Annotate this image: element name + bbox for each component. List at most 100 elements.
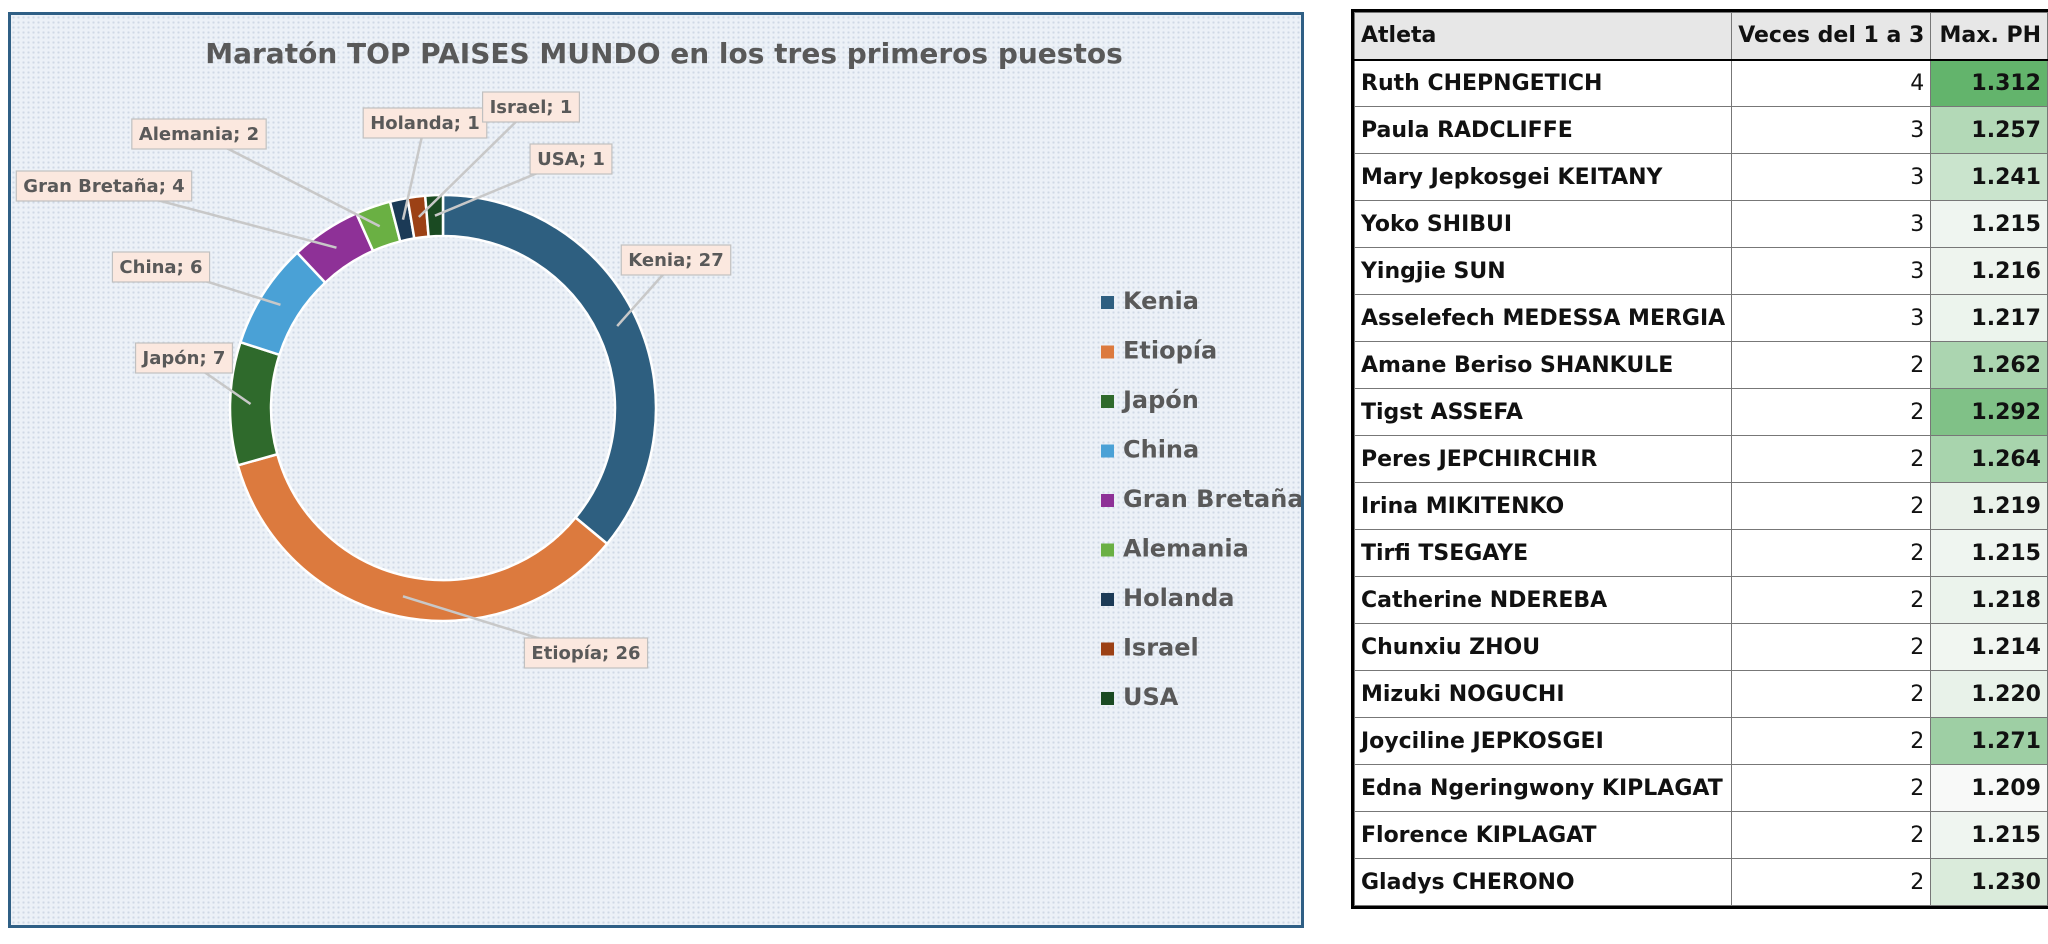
times-cell: 2 xyxy=(1731,341,1932,389)
header-times: Veces del 1 a 3 xyxy=(1731,12,1932,61)
times-cell: 2 xyxy=(1731,482,1932,530)
times-cell: 2 xyxy=(1731,623,1932,671)
legend-swatch-usa xyxy=(1101,692,1114,705)
data-label-box xyxy=(131,118,267,150)
max-ph-cell: 1.209 xyxy=(1930,764,2048,812)
data-label-gran-bretana: Gran Bretaña; 4 xyxy=(23,176,184,197)
times-cell: 2 xyxy=(1731,529,1932,577)
legend-label-israel: Israel xyxy=(1123,634,1199,662)
legend-label-etiopia: Etiopía xyxy=(1123,337,1217,365)
legend-swatch-israel xyxy=(1101,642,1114,656)
max-ph-cell: 1.215 xyxy=(1930,529,2048,577)
leader-line xyxy=(401,122,427,220)
times-cell: 3 xyxy=(1731,294,1932,342)
data-label-box xyxy=(523,637,649,669)
legend-swatch-china xyxy=(1101,444,1114,458)
athlete-cell: Irina MIKITENKO xyxy=(1353,482,1733,530)
legend-label-usa: USA xyxy=(1123,683,1179,711)
data-label-box xyxy=(481,91,581,123)
donut-chart: Maratón TOP PAISES MUNDO en los tres pri… xyxy=(15,37,1301,711)
legend-swatch-alemania xyxy=(1101,543,1114,557)
max-ph-cell: 1.219 xyxy=(1930,482,2048,530)
athlete-cell: Tirfi TSEGAYE xyxy=(1353,529,1733,577)
table-header-row: Atleta Veces del 1 a 3 Max. PH xyxy=(1353,12,2048,61)
athlete-cell: Ruth CHEPNGETICH xyxy=(1353,59,1733,107)
leader-line xyxy=(417,106,532,218)
max-ph-cell: 1.241 xyxy=(1930,153,2048,201)
data-label-china: China; 6 xyxy=(119,257,202,278)
data-label-box xyxy=(134,342,234,374)
times-cell: 2 xyxy=(1731,670,1932,718)
data-label-japon: Japón; 7 xyxy=(141,348,226,369)
athletes-table: Atleta Veces del 1 a 3 Max. PH Ruth CHEP… xyxy=(1351,9,2048,909)
chart-legend: Kenia Etiopía Japón China Gran Bretaña Aleman… xyxy=(1101,287,1301,711)
table-row: Joyciline JEPKOSGEI 2 1.271 xyxy=(1353,717,2048,765)
legend-swatch-etiopia xyxy=(1101,345,1114,359)
athlete-cell: Asselefech MEDESSA MERGIA xyxy=(1353,294,1733,342)
athlete-cell: Florence KIPLAGAT xyxy=(1353,811,1733,859)
slice-etiopia xyxy=(236,452,609,623)
max-ph-cell: 1.312 xyxy=(1930,59,2048,107)
table-row: Ruth CHEPNGETICH 4 1.312 xyxy=(1353,59,2048,107)
max-ph-cell: 1.214 xyxy=(1930,623,2048,671)
legend-swatch-kenia xyxy=(1101,296,1114,309)
athlete-cell: Yingjie SUN xyxy=(1353,247,1733,295)
max-ph-cell: 1.215 xyxy=(1930,811,2048,859)
times-cell: 3 xyxy=(1731,106,1932,154)
table-row: Edna Ngeringwony KIPLAGAT 2 1.209 xyxy=(1353,764,2048,812)
table-row: Yoko SHIBUI 3 1.215 xyxy=(1353,200,2048,248)
data-label-box xyxy=(111,251,211,283)
data-label-israel: Israel; 1 xyxy=(490,97,573,118)
athlete-cell: Paula RADCLIFFE xyxy=(1353,106,1733,154)
table-row: Amane Beriso SHANKULE 2 1.262 xyxy=(1353,341,2048,389)
table-row: Mary Jepkosgei KEITANY 3 1.241 xyxy=(1353,153,2048,201)
table-row: Catherine NDEREBA 2 1.218 xyxy=(1353,576,2048,624)
times-cell: 3 xyxy=(1731,247,1932,295)
times-cell: 2 xyxy=(1731,764,1932,812)
table-row: Tirfi TSEGAYE 2 1.215 xyxy=(1353,529,2048,577)
legend-swatch-gran-bretana xyxy=(1101,494,1114,507)
athlete-cell: Edna Ngeringwony KIPLAGAT xyxy=(1353,764,1733,812)
legend-label-holanda: Holanda xyxy=(1123,584,1234,612)
legend-label-china: China xyxy=(1123,436,1199,464)
times-cell: 2 xyxy=(1731,576,1932,624)
table-row: Paula RADCLIFFE 3 1.257 xyxy=(1353,106,2048,154)
max-ph-cell: 1.292 xyxy=(1930,388,2048,436)
times-cell: 3 xyxy=(1731,200,1932,248)
athlete-cell: Peres JEPCHIRCHIR xyxy=(1353,435,1733,483)
table-row: Mizuki NOGUCHI 2 1.220 xyxy=(1353,670,2048,718)
data-label-holanda: Holanda; 1 xyxy=(370,113,480,134)
data-label-etiopia: Etiopía; 26 xyxy=(531,643,640,664)
athlete-cell: Tigst ASSEFA xyxy=(1353,388,1733,436)
table-row: Asselefech MEDESSA MERGIA 3 1.217 xyxy=(1353,294,2048,342)
athlete-cell: Gladys CHERONO xyxy=(1353,858,1733,906)
legend-label-japon: Japón xyxy=(1121,386,1199,414)
max-ph-cell: 1.217 xyxy=(1930,294,2048,342)
athlete-cell: Yoko SHIBUI xyxy=(1353,200,1733,248)
max-ph-cell: 1.271 xyxy=(1930,717,2048,765)
data-label-box xyxy=(15,170,193,202)
athlete-cell: Mary Jepkosgei KEITANY xyxy=(1353,153,1733,201)
legend-label-gran-bretana: Gran Bretaña xyxy=(1123,485,1301,513)
times-cell: 3 xyxy=(1731,153,1932,201)
table-row: Florence KIPLAGAT 2 1.215 xyxy=(1353,811,2048,859)
table-row: Chunxiu ZHOU 2 1.214 xyxy=(1353,623,2048,671)
max-ph-cell: 1.230 xyxy=(1930,858,2048,906)
max-ph-cell: 1.257 xyxy=(1930,106,2048,154)
athlete-cell: Chunxiu ZHOU xyxy=(1353,623,1733,671)
legend-label-alemania: Alemania xyxy=(1123,535,1249,563)
athlete-cell: Joyciline JEPKOSGEI xyxy=(1353,717,1733,765)
athlete-cell: Mizuki NOGUCHI xyxy=(1353,670,1733,718)
chart-panel: Maratón TOP PAISES MUNDO en los tres pri… xyxy=(8,12,1304,928)
data-label-box xyxy=(620,244,732,276)
data-label-usa: USA; 1 xyxy=(537,149,605,170)
table-row: Irina MIKITENKO 2 1.219 xyxy=(1353,482,2048,530)
athlete-cell: Catherine NDEREBA xyxy=(1353,576,1733,624)
max-ph-cell: 1.215 xyxy=(1930,200,2048,248)
athlete-cell: Amane Beriso SHANKULE xyxy=(1353,341,1733,389)
max-ph-cell: 1.220 xyxy=(1930,670,2048,718)
times-cell: 4 xyxy=(1731,59,1932,107)
legend-label-kenia: Kenia xyxy=(1123,287,1199,315)
table-row: Gladys CHERONO 2 1.230 xyxy=(1353,858,2048,906)
times-cell: 2 xyxy=(1731,435,1932,483)
